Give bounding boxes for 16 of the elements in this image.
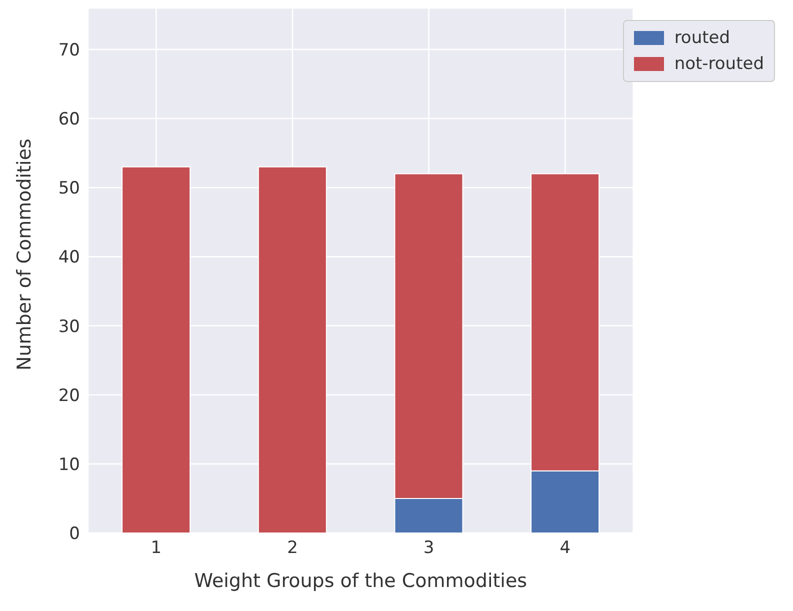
y-tick-label: 60 <box>58 110 80 130</box>
y-tick-label: 70 <box>58 40 80 60</box>
y-tick-label: 0 <box>69 524 80 544</box>
y-tick-label: 20 <box>58 386 80 406</box>
legend-label: routed <box>674 27 730 50</box>
x-tick-label: 3 <box>423 538 434 558</box>
y-tick-label: 50 <box>58 178 80 199</box>
y-tick-label: 10 <box>58 454 80 475</box>
x-axis-title: Weight Groups of the Commodities <box>194 570 528 592</box>
y-tick-label: 30 <box>58 316 80 337</box>
x-tick-label: 4 <box>560 538 571 558</box>
y-axis-title: Number of Commodities <box>14 138 36 370</box>
legend-label: not-routed <box>674 53 764 76</box>
y-tick-label: 40 <box>58 248 80 268</box>
x-tick-label: 1 <box>150 538 162 558</box>
x-tick-label: 2 <box>287 538 298 558</box>
